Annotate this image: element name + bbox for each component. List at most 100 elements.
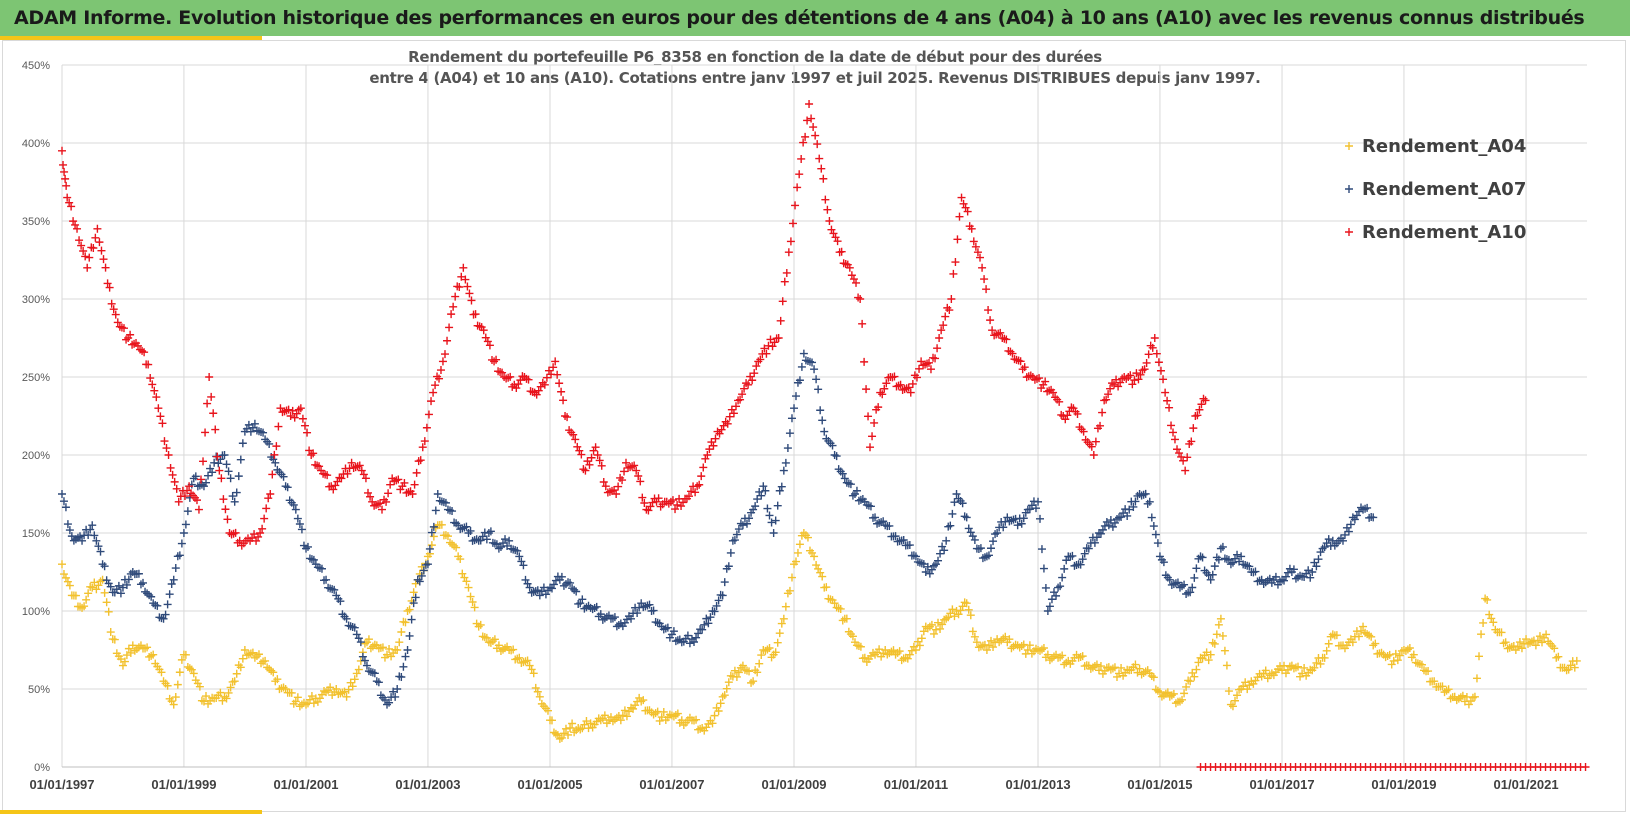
data-point bbox=[414, 457, 423, 466]
data-point bbox=[944, 522, 953, 531]
data-point bbox=[1186, 677, 1195, 686]
data-point bbox=[616, 716, 625, 725]
data-point bbox=[136, 580, 145, 589]
data-point bbox=[419, 566, 428, 575]
data-point bbox=[1106, 384, 1115, 393]
data-point bbox=[386, 480, 395, 489]
data-point bbox=[295, 520, 304, 528]
data-point bbox=[232, 488, 241, 497]
data-point bbox=[555, 734, 564, 743]
data-point bbox=[1016, 357, 1025, 366]
data-point bbox=[692, 715, 701, 724]
data-point bbox=[775, 486, 784, 495]
data-point bbox=[595, 456, 604, 465]
legend-item: Rendement_A10 bbox=[1345, 222, 1526, 243]
data-point bbox=[1141, 489, 1150, 498]
data-point bbox=[383, 700, 392, 709]
data-point bbox=[724, 562, 733, 571]
data-point bbox=[67, 202, 76, 211]
data-point bbox=[75, 236, 84, 245]
data-point bbox=[94, 542, 103, 551]
data-point bbox=[937, 326, 946, 335]
data-point bbox=[1096, 662, 1105, 671]
data-point bbox=[517, 557, 526, 566]
data-point bbox=[149, 650, 158, 659]
data-point bbox=[673, 636, 682, 645]
data-point bbox=[1182, 590, 1191, 599]
legend-label: Rendement_A10 bbox=[1362, 222, 1526, 243]
data-point bbox=[1041, 377, 1050, 386]
data-point bbox=[393, 685, 402, 693]
data-point bbox=[793, 548, 802, 557]
data-point bbox=[989, 537, 998, 546]
accent-bar-bottom bbox=[0, 810, 262, 814]
data-point bbox=[773, 501, 782, 510]
data-point bbox=[984, 306, 993, 315]
data-point bbox=[649, 606, 658, 615]
data-point bbox=[165, 590, 174, 599]
data-point bbox=[959, 199, 968, 208]
data-point bbox=[204, 471, 213, 480]
data-point bbox=[355, 461, 364, 470]
data-point bbox=[734, 525, 743, 534]
data-point bbox=[841, 259, 850, 268]
data-point bbox=[561, 580, 570, 589]
data-point bbox=[760, 344, 769, 353]
data-point bbox=[1208, 570, 1217, 579]
data-point bbox=[1415, 660, 1424, 669]
data-point bbox=[907, 646, 916, 655]
data-point bbox=[702, 614, 711, 623]
data-point bbox=[1444, 685, 1453, 694]
data-point bbox=[973, 248, 982, 257]
data-point bbox=[1100, 521, 1109, 530]
data-point bbox=[116, 655, 125, 664]
data-point bbox=[799, 138, 808, 147]
data-point bbox=[525, 583, 534, 592]
data-point bbox=[1104, 521, 1113, 530]
data-point bbox=[459, 263, 468, 272]
data-point bbox=[911, 552, 920, 561]
data-point bbox=[291, 505, 300, 514]
data-point bbox=[330, 585, 339, 594]
data-point bbox=[551, 576, 560, 585]
data-point bbox=[856, 295, 865, 303]
data-point bbox=[58, 490, 66, 498]
data-point bbox=[891, 532, 900, 541]
data-point bbox=[1005, 635, 1014, 644]
data-point bbox=[803, 116, 812, 125]
data-point bbox=[637, 697, 646, 706]
data-point bbox=[905, 541, 914, 550]
data-point bbox=[244, 420, 253, 429]
data-point bbox=[777, 482, 786, 491]
data-point bbox=[427, 397, 436, 406]
data-point bbox=[1013, 521, 1022, 530]
data-point bbox=[1182, 682, 1191, 691]
data-point bbox=[593, 451, 602, 459]
data-point bbox=[779, 614, 788, 623]
data-point bbox=[1405, 644, 1414, 653]
data-point bbox=[1170, 435, 1179, 444]
data-point bbox=[1517, 644, 1526, 653]
data-point bbox=[950, 612, 959, 621]
data-point bbox=[775, 629, 784, 638]
data-point bbox=[183, 507, 192, 516]
data-point bbox=[189, 474, 198, 483]
data-point bbox=[399, 662, 408, 671]
data-point bbox=[222, 460, 231, 469]
data-point bbox=[83, 263, 92, 272]
data-point bbox=[661, 624, 670, 633]
data-point bbox=[566, 578, 575, 587]
data-point bbox=[787, 414, 796, 423]
data-point bbox=[185, 664, 194, 673]
data-point bbox=[288, 406, 297, 415]
data-point bbox=[591, 443, 600, 452]
data-point bbox=[1233, 691, 1242, 700]
data-point bbox=[738, 390, 747, 399]
data-point bbox=[568, 719, 577, 728]
data-point bbox=[248, 648, 257, 657]
data-point bbox=[1169, 428, 1178, 437]
data-point bbox=[262, 504, 271, 513]
x-tick-label: 01/01/1997 bbox=[29, 777, 94, 792]
data-point bbox=[107, 299, 116, 308]
